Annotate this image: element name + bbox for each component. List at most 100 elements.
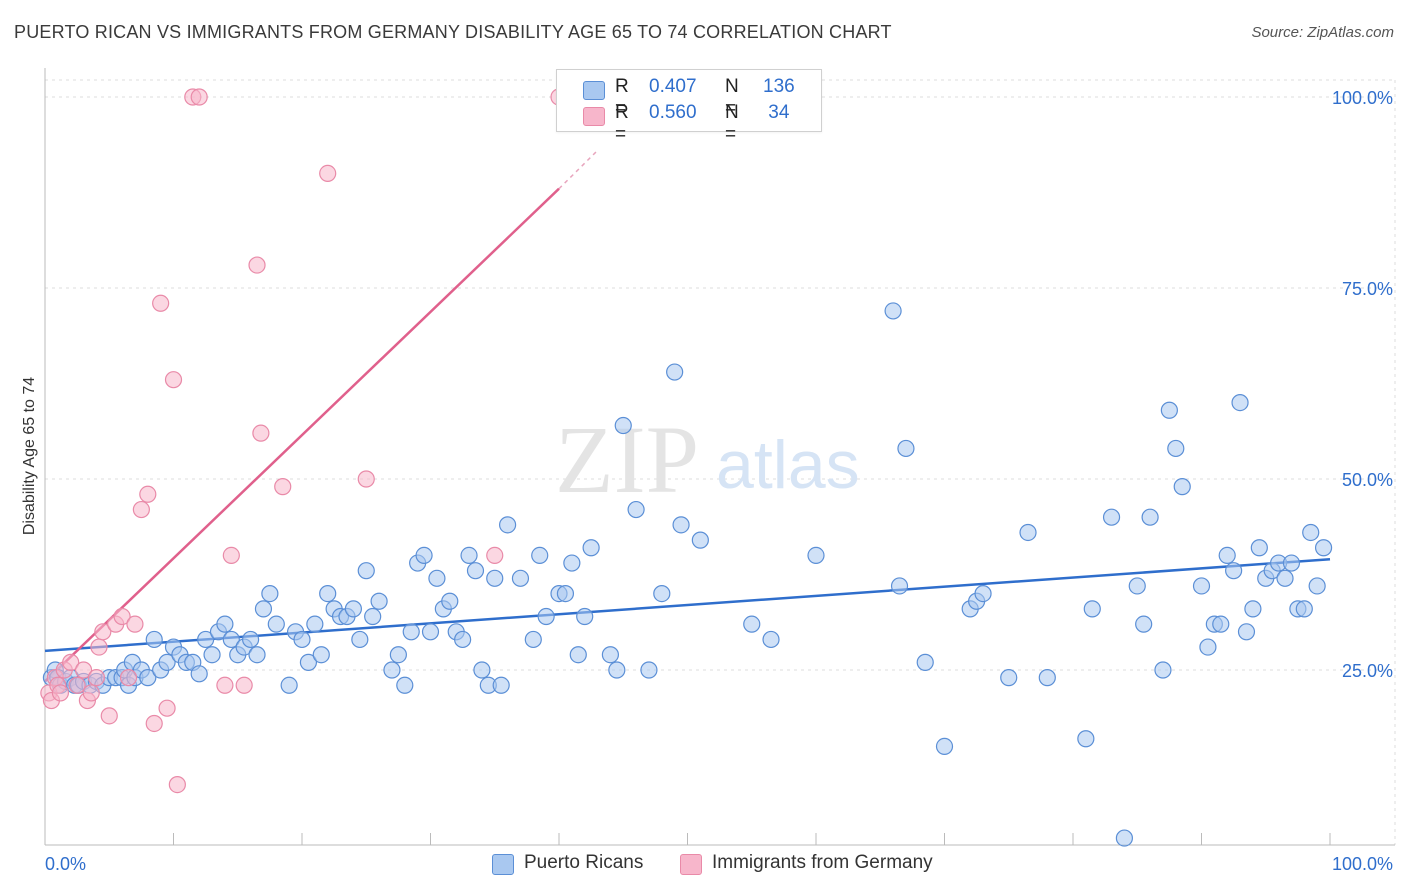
germany-immigrant-point [216,676,234,694]
puerto-rican-point [1276,569,1294,587]
puerto-rican-trendline [44,557,1331,653]
legend-swatch-blue [583,81,605,100]
x-tick-label-max: 100.0% [1332,854,1393,874]
y-tick-label: 50.0% [1342,470,1393,490]
bottom-legend-label: Puerto Ricans [524,852,644,873]
germany-immigrant-point [100,707,118,725]
puerto-rican-point [1141,508,1159,526]
puerto-rican-point [974,584,992,603]
puerto-rican-point [466,562,485,580]
puerto-rican-point [203,646,221,664]
puerto-rican-point [640,661,658,679]
puerto-rican-point [807,546,825,565]
puerto-rican-point [1212,615,1230,633]
germany-immigrant-point [235,676,253,694]
puerto-rican-point [415,546,433,565]
puerto-rican-point [1019,523,1037,542]
y-tick-label: 100.0% [1332,88,1393,108]
puerto-rican-point [293,630,311,649]
puerto-rican-point [1077,730,1095,748]
puerto-rican-point [1225,562,1243,580]
germany-immigrant-point [164,371,183,389]
puerto-rican-point [357,562,375,580]
puerto-rican-point [428,569,446,587]
tick-labels: 25.0% 50.0% 75.0% 100.0% 0.0% 100.0% [45,88,1393,874]
germany-immigrant-point [126,615,144,633]
regression-lines [44,149,1331,683]
puerto-rican-point [254,600,273,618]
puerto-rican-point [653,584,671,603]
puerto-rican-point [261,584,279,603]
puerto-rican-point [1244,600,1262,618]
germany-immigrant-point [357,470,375,488]
puerto-rican-point [563,554,581,572]
puerto-rican-point [897,439,915,458]
puerto-rican-point [197,630,215,649]
puerto-rican-point [158,653,176,671]
puerto-rican-point [1314,539,1333,557]
legend-swatch-pink [583,107,605,126]
puerto-rican-point [1237,623,1256,641]
puerto-rican-point [1000,669,1018,687]
legend-n-label: N = [725,102,739,145]
legend-n-value: 34 [763,102,790,123]
germany-immigrant-point [152,294,170,312]
puerto-rican-point [190,665,208,683]
puerto-rican-point [499,516,517,534]
puerto-rican-point [531,546,549,565]
puerto-rican-point [582,539,600,557]
puerto-rican-point [569,646,587,664]
puerto-rican-point [1102,508,1121,526]
axes [44,68,1395,846]
puerto-rican-point [601,646,620,664]
puerto-rican-point [486,569,504,587]
puerto-rican-point [1160,401,1178,419]
puerto-rican-point [1295,600,1313,618]
legend-r-value: 0.407 [649,76,697,97]
germany-immigrant-point [252,424,270,442]
puerto-rican-point [916,653,934,671]
puerto-rican-point [1192,577,1211,595]
x-tick-label-min: 0.0% [45,854,86,874]
germany-immigrant-trendline-extension [558,149,599,190]
puerto-rican-point [627,500,645,519]
germany-immigrant-point [274,478,292,496]
puerto-rican-point [145,630,163,649]
puerto-rican-point [576,607,594,626]
puerto-rican-point [1115,829,1134,847]
puerto-rican-point [242,630,260,649]
chart-title: PUERTO RICAN VS IMMIGRANTS FROM GERMANY … [14,22,892,42]
puerto-rican-point [351,630,369,649]
data-points [40,88,1333,847]
germany-immigrant-point [51,684,70,702]
puerto-rican-point [1250,539,1268,557]
puerto-rican-point [344,600,362,618]
puerto-rican-point [370,592,388,610]
puerto-rican-point [441,592,459,610]
legend-n-value: 136 [763,76,795,97]
puerto-rican-point [511,569,530,587]
puerto-rican-point [216,615,234,633]
germany-immigrant-point [248,256,266,274]
puerto-rican-point [1282,554,1301,572]
puerto-rican-point [691,531,709,549]
puerto-rican-point [473,661,491,679]
puerto-rican-point [389,646,407,664]
germany-immigrant-point [90,638,108,656]
puerto-rican-point [222,630,240,649]
germany-immigrant-point [190,88,208,106]
puerto-rican-point [1135,615,1153,633]
puerto-rican-point [890,577,909,595]
puerto-rican-point [1173,478,1191,496]
puerto-rican-point [743,615,761,633]
puerto-rican-point [383,661,401,679]
puerto-rican-point [306,615,324,633]
puerto-rican-point [312,646,330,664]
puerto-rican-point [319,584,337,603]
germany-immigrant-point [139,485,157,503]
germany-immigrant-point [119,669,138,687]
germany-immigrant-point [82,684,100,702]
puerto-rican-point [402,623,420,641]
watermark-atlas: atlas [716,427,860,503]
